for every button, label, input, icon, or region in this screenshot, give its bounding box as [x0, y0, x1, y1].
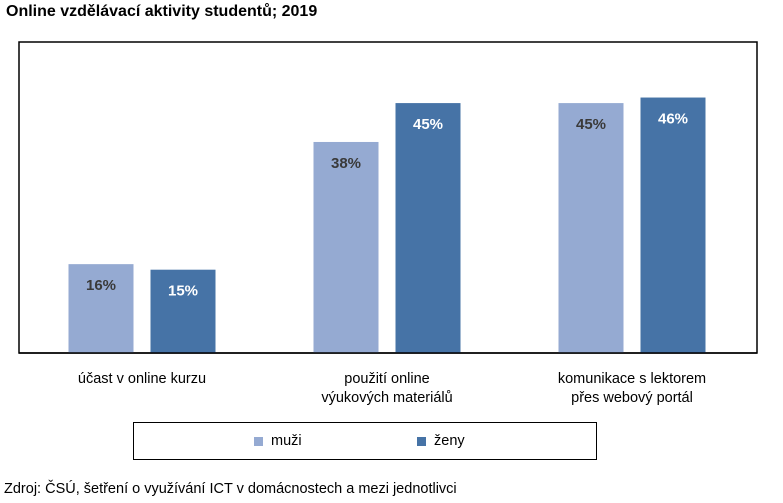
source-note: Zdroj: ČSÚ, šetření o využívání ICT v do… — [4, 481, 457, 497]
legend-swatch-zeny — [417, 436, 426, 446]
legend-label-muzi: muži — [271, 433, 302, 449]
category-label-3-line-1: komunikace s lektorem — [558, 371, 706, 387]
data-label-zeny-1: 15% — [168, 283, 198, 300]
bar-zeny-1 — [150, 269, 216, 353]
data-label-zeny-2: 45% — [413, 116, 443, 133]
data-label-muzi-1: 16% — [86, 277, 116, 294]
bar-muzi-1 — [68, 264, 134, 353]
category-label-3-line-2: přes webový portál — [571, 390, 693, 406]
category-label-1-line-1: účast v online kurzu — [78, 371, 206, 387]
bar-zeny-3 — [640, 97, 706, 354]
chart-title: Online vzdělávací aktivity studentů; 201… — [6, 3, 318, 20]
category-label-2-line-2: výukových materiálů — [321, 390, 452, 406]
legend-swatch-muzi — [254, 436, 263, 446]
bar-muzi-2 — [313, 141, 379, 353]
data-label-zeny-3: 46% — [658, 111, 688, 128]
plot-area — [18, 41, 758, 354]
legend-label-zeny: ženy — [434, 433, 465, 449]
legend-item-zeny: ženy — [417, 433, 465, 449]
legend-item-muzi: muži — [254, 433, 302, 449]
bar-muzi-3 — [558, 103, 624, 353]
bar-zeny-2 — [395, 103, 461, 353]
data-label-muzi-2: 38% — [331, 155, 361, 172]
legend: muži ženy — [133, 422, 597, 460]
category-label-2-line-1: použití online — [344, 371, 429, 387]
data-label-muzi-3: 45% — [576, 116, 606, 133]
